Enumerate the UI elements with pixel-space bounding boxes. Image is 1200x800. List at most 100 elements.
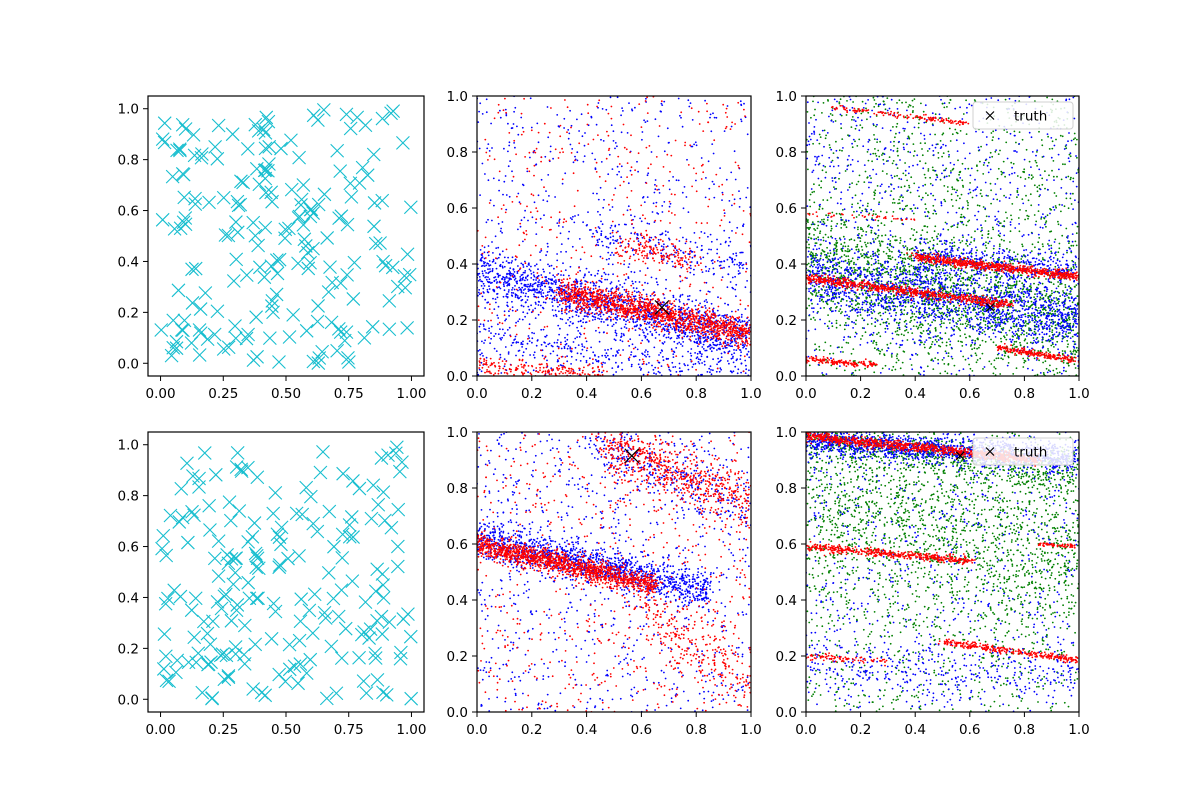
sample-point [853, 261, 855, 264]
sample-x-marker [325, 275, 340, 290]
sample-point [508, 141, 511, 144]
sample-point [670, 319, 673, 321]
sample-point [637, 304, 640, 307]
sample-point [560, 282, 563, 284]
sample-point [583, 307, 586, 310]
sample-point [745, 196, 748, 199]
sample-point [548, 159, 551, 162]
sample-point [616, 303, 619, 306]
sample-point [495, 247, 498, 250]
sample-point [570, 363, 572, 365]
sample-point [485, 272, 487, 274]
sample-point [632, 307, 635, 310]
sample-point [611, 168, 614, 171]
sample-point [569, 217, 572, 219]
sample-point [650, 276, 653, 279]
sample-point [500, 338, 502, 341]
sample-point [535, 296, 538, 299]
sample-point [684, 364, 686, 367]
sample-point [680, 257, 683, 260]
sample-point [698, 331, 701, 333]
sample-point [689, 102, 692, 104]
sample-point [524, 260, 526, 263]
sample-point [530, 304, 532, 307]
sample-point [643, 309, 645, 311]
sample-point [499, 230, 502, 233]
sample-point [567, 283, 570, 286]
sample-point [678, 305, 680, 308]
sample-point [536, 277, 539, 280]
sample-x-marker [402, 267, 417, 282]
sample-point [709, 339, 712, 341]
sample-point [646, 282, 649, 285]
sample-point [719, 367, 722, 370]
sample-x-marker [403, 200, 418, 215]
sample-point [641, 284, 644, 286]
sample-point [519, 202, 522, 205]
sample-point [505, 360, 508, 363]
sample-point [657, 325, 660, 328]
sample-point [629, 208, 632, 211]
sample-point [670, 212, 673, 214]
sample-point [720, 324, 723, 326]
sample-point [547, 263, 549, 266]
sample-point [594, 358, 597, 361]
sample-point [550, 264, 553, 267]
sample-point [632, 317, 634, 320]
sample-point [595, 123, 598, 126]
sample-point [646, 338, 649, 341]
sample-point [534, 244, 537, 247]
sample-point [667, 336, 670, 339]
sample-point [715, 319, 718, 322]
sample-point [612, 140, 615, 142]
sample-point [621, 286, 624, 288]
sample-point [526, 285, 529, 288]
sample-point [560, 341, 562, 344]
sample-point [580, 299, 582, 301]
sample-point [658, 312, 661, 315]
sample-point [561, 366, 564, 369]
sample-point [699, 302, 701, 305]
sample-point [597, 360, 600, 363]
sample-point [671, 319, 674, 321]
sample-point [552, 274, 555, 277]
sample-point [508, 132, 511, 134]
sample-point [739, 272, 741, 275]
sample-point [483, 360, 485, 362]
sample-point [621, 293, 624, 296]
sample-point [652, 253, 654, 256]
sample-point [738, 349, 741, 351]
sample-point [697, 264, 700, 266]
sample-point [559, 317, 562, 320]
sample-point [565, 300, 567, 303]
sample-point [592, 306, 594, 308]
sample-point [620, 299, 623, 301]
sample-point [579, 333, 582, 336]
sample-point [613, 338, 616, 341]
sample-point [727, 244, 730, 247]
sample-point [683, 363, 686, 365]
sample-point [648, 223, 651, 225]
sample-point [518, 359, 521, 362]
sample-point [517, 133, 520, 136]
sample-point [669, 202, 672, 205]
sample-point [691, 320, 694, 323]
sample-point [605, 157, 608, 160]
sample-point [487, 143, 490, 146]
sample-point [644, 254, 646, 257]
sample-point [642, 196, 645, 198]
sample-point [633, 290, 636, 292]
sample-point [568, 367, 571, 370]
sample-x-marker [164, 348, 179, 363]
sample-point [594, 316, 597, 319]
sample-point [503, 358, 506, 360]
sample-point [689, 252, 691, 255]
sample-point [642, 362, 645, 365]
sample-point [693, 319, 696, 322]
sample-point [638, 294, 641, 297]
sample-point [559, 300, 561, 302]
sample-point [727, 304, 730, 306]
sample-point [661, 248, 664, 251]
sample-point [721, 326, 724, 329]
sample-point [634, 308, 637, 311]
